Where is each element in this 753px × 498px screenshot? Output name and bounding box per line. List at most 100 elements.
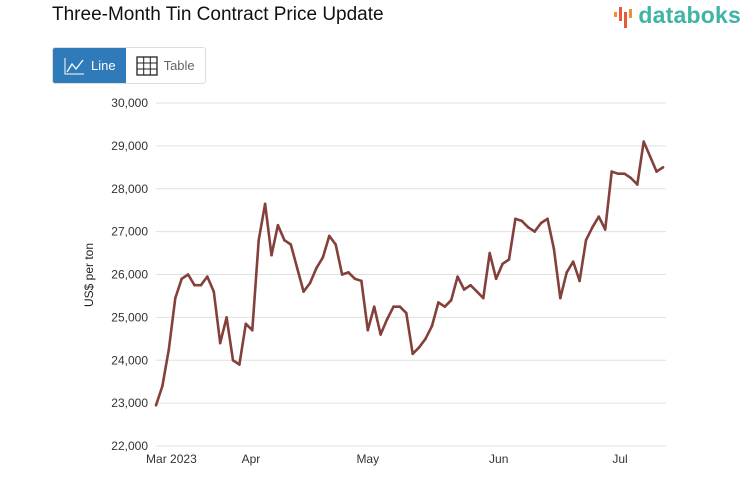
data-point [340, 273, 344, 276]
data-point [424, 337, 427, 341]
table-grid-icon [135, 55, 158, 76]
data-point [462, 288, 466, 291]
data-point [494, 277, 498, 281]
line-view-label: Line [91, 58, 116, 73]
data-point [533, 230, 536, 233]
data-point [270, 253, 273, 257]
data-point [173, 296, 177, 300]
y-tick-label: 27,000 [111, 225, 148, 239]
data-point [616, 172, 620, 176]
data-point [603, 228, 607, 231]
data-point [385, 318, 389, 321]
data-point [372, 305, 376, 308]
y-tick-label: 25,000 [111, 310, 148, 324]
data-point [636, 183, 639, 186]
data-point [199, 283, 203, 287]
x-tick-label: Mar 2023 [146, 452, 197, 466]
data-point [411, 352, 415, 356]
data-point [623, 172, 626, 176]
logo-text: databoks [638, 2, 741, 28]
data-point [591, 226, 594, 229]
logo-bars-icon [614, 6, 633, 28]
data-point [417, 346, 421, 349]
data-point [308, 281, 312, 285]
data-point [180, 277, 183, 281]
data-point [327, 234, 331, 238]
data-point [661, 166, 665, 169]
y-tick-label: 30,000 [111, 96, 148, 110]
data-point [193, 283, 196, 287]
data-point [475, 290, 479, 293]
data-point [501, 262, 504, 266]
data-point [218, 341, 222, 345]
data-point [347, 271, 350, 274]
data-point [154, 403, 158, 407]
data-point [552, 247, 556, 251]
data-point [186, 273, 190, 276]
line-view-button[interactable]: Line [53, 48, 126, 83]
data-point [404, 311, 408, 315]
y-tick-label: 28,000 [111, 182, 148, 196]
data-point [437, 301, 440, 304]
x-tick-label: May [356, 452, 379, 466]
line-chart-icon [64, 57, 84, 74]
y-tick-label: 26,000 [111, 268, 148, 282]
y-tick-label: 29,000 [111, 139, 148, 153]
data-point [539, 221, 543, 225]
y-tick-label: 23,000 [111, 396, 148, 410]
data-point [360, 279, 363, 283]
x-tick-label: Jul [612, 452, 627, 466]
table-view-button[interactable]: Table [126, 48, 205, 83]
data-point [244, 322, 248, 326]
data-point [398, 305, 402, 308]
data-point [642, 140, 646, 143]
data-point [629, 176, 633, 180]
data-point [289, 243, 293, 246]
data-point [571, 260, 575, 263]
data-point [263, 202, 267, 206]
data-point [366, 328, 370, 332]
data-point [520, 219, 524, 223]
data-point [250, 328, 254, 332]
data-point [449, 298, 453, 302]
data-point [565, 271, 569, 274]
data-point [584, 238, 588, 242]
data-point [559, 296, 562, 300]
data-point [488, 251, 492, 255]
data-point [456, 275, 459, 278]
y-axis-label: US$ per ton [82, 243, 96, 307]
data-point [276, 223, 280, 227]
data-point [430, 324, 434, 328]
data-point [334, 243, 337, 246]
data-point [321, 256, 325, 259]
data-point [392, 305, 395, 308]
price-series-line [154, 140, 664, 406]
data-point [379, 333, 382, 336]
data-point [302, 290, 305, 293]
data-point [225, 316, 228, 319]
y-tick-label: 22,000 [111, 439, 148, 453]
data-point [610, 170, 613, 173]
table-view-label: Table [163, 58, 195, 73]
data-point [353, 277, 357, 281]
data-point [546, 217, 549, 221]
data-point [167, 348, 171, 351]
data-point [578, 279, 581, 283]
data-point [315, 266, 318, 270]
chart-title: Three-Month Tin Contract Price Update [52, 4, 384, 25]
data-point [507, 258, 511, 261]
data-point [283, 238, 286, 242]
data-point [443, 305, 447, 308]
databoks-logo[interactable]: databoks [613, 2, 741, 29]
data-point [206, 275, 209, 278]
x-tick-label: Jun [489, 452, 508, 466]
data-point [482, 296, 485, 300]
data-point [469, 283, 472, 287]
data-point [161, 384, 164, 388]
view-toggle: Line Table [52, 47, 206, 84]
data-point [295, 266, 299, 270]
y-tick-label: 24,000 [111, 353, 148, 367]
data-point [655, 170, 658, 173]
x-tick-label: Apr [242, 452, 261, 466]
